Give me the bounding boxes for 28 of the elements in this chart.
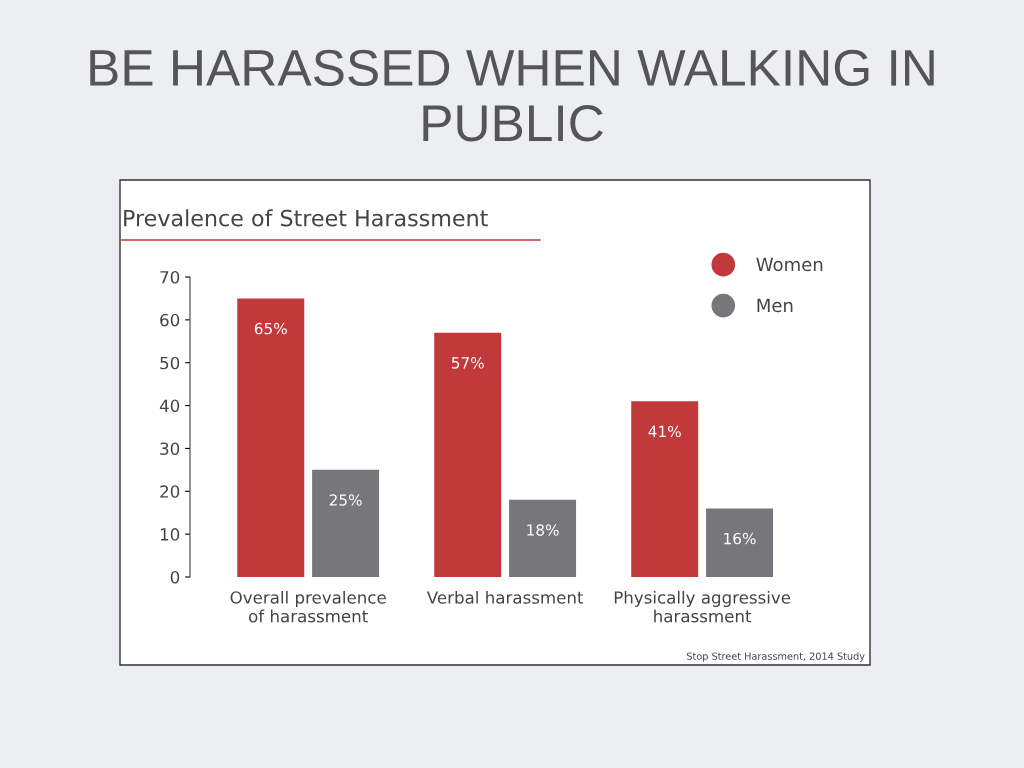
x-tick-label: Overall prevalence of harassment [230,590,386,623]
bar [706,508,774,577]
data-label: 25% [329,494,362,506]
bar [237,298,305,577]
x-tick-label: Verbal harassment [426,590,584,604]
bar [631,401,699,577]
bar [434,332,502,577]
y-tick-label: 70 [160,270,180,284]
chart-title: BE HARASSED WHEN WALKING IN PUBLIC [90,49,934,142]
chart-subtitle: Prevalence of Street Harassment [124,209,488,227]
legend-label: Men [757,298,793,313]
x-tick-label: Physically aggressive harassment [614,590,791,623]
data-label: 65% [254,322,287,335]
data-label: 57% [451,357,484,369]
y-tick-label: 20 [160,485,180,498]
data-label: 16% [724,532,756,545]
legend-label: Women [756,257,823,272]
bar [312,469,380,577]
y-tick-label: 60 [160,313,180,327]
data-label: 18% [527,524,559,536]
data-label: 41% [648,425,681,438]
y-tick-label: 50 [160,356,180,370]
y-tick-label: 0 [170,570,180,584]
y-tick-label: 30 [160,442,180,455]
text: Stop Street Harassment, 2014 Study [686,652,865,662]
bar [509,499,577,577]
y-tick-label: 40 [159,399,180,413]
y-tick-label: 10 [160,528,180,541]
